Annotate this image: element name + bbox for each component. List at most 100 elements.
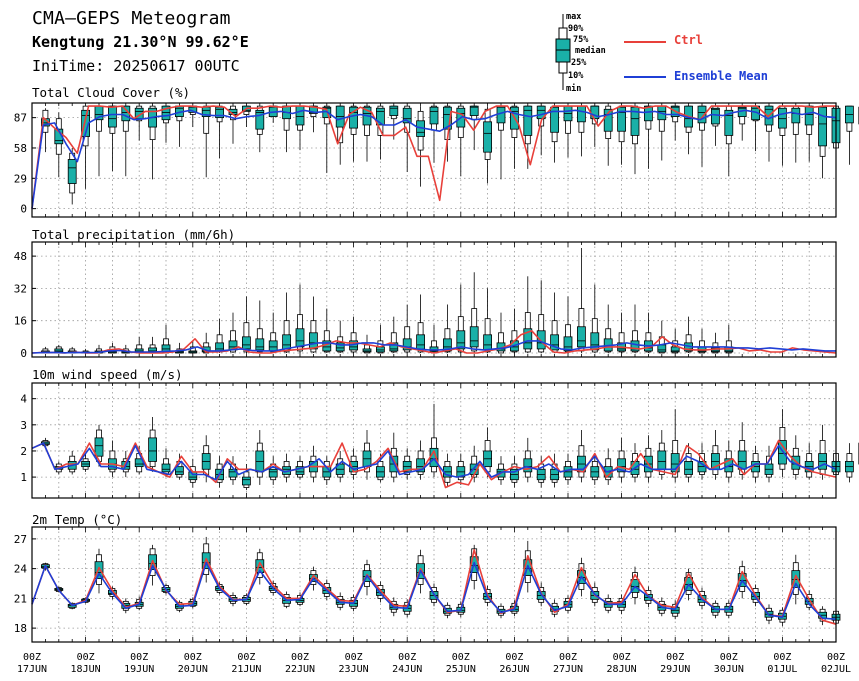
box-inner <box>442 106 452 130</box>
box-cloud <box>845 105 854 165</box>
box-inner <box>94 561 104 579</box>
box-precip <box>389 316 399 353</box>
box-inner <box>308 332 318 350</box>
box-cloud <box>108 105 117 171</box>
box-inner <box>657 344 667 353</box>
box-precip <box>563 296 573 353</box>
ctrl-line-cloud <box>31 105 836 209</box>
box-inner <box>469 326 479 348</box>
panel-title-wind: 10m wind speed (m/s) <box>32 367 183 382</box>
box-cloud <box>134 105 144 141</box>
box-precip <box>684 316 693 353</box>
box-wind <box>684 443 693 483</box>
box-inner <box>617 106 626 132</box>
ytick-label: 0 <box>20 347 27 360</box>
box-precip <box>148 336 158 354</box>
legend-max-label: max <box>566 12 582 22</box>
box-inner <box>295 466 305 475</box>
box-wind <box>416 440 426 480</box>
panel-frame-wind <box>31 382 837 499</box>
box-inner <box>362 348 372 353</box>
box-wind <box>469 445 479 483</box>
box-precip <box>577 248 586 353</box>
panel-title-precip: Total precipitation (mm/6h) <box>32 227 236 242</box>
box-inner <box>81 109 90 137</box>
legend-p75-label: 75% <box>573 35 589 45</box>
box-inner <box>402 107 412 124</box>
box-wind <box>670 409 680 483</box>
box-precip <box>469 272 479 353</box>
box-inner <box>603 108 613 132</box>
box-cloud <box>201 105 211 178</box>
box-inner <box>778 440 787 465</box>
box-wind <box>603 448 613 485</box>
box-cloud <box>322 105 332 174</box>
box-wind <box>644 435 653 483</box>
box-inner <box>255 559 265 574</box>
box-wind <box>108 440 117 478</box>
ytick-label: 48 <box>14 250 27 263</box>
panel-wind: 1 2 3 4 <box>20 382 859 499</box>
legend-p10-label: 10% <box>568 71 584 81</box>
box-inner <box>791 107 801 124</box>
box-wind <box>215 456 225 488</box>
box-precip <box>375 324 385 354</box>
box-inner <box>161 463 171 473</box>
xaxis-date-label: 27JUN <box>553 664 583 675</box>
box-cloud <box>402 105 412 173</box>
box-cloud <box>724 105 734 177</box>
panel-cloud: 0 29 58 87 <box>14 102 859 218</box>
box-cloud <box>711 105 720 146</box>
xaxis-hour-label: 00Z <box>291 652 309 663</box>
box-inner <box>523 328 533 350</box>
xaxis-date-label: 20JUN <box>178 664 208 675</box>
init-time-label: IniTime: 20250617 00UTC <box>32 57 240 75</box>
box-inner <box>268 340 278 352</box>
box-inner <box>389 105 399 116</box>
ctrl-line-precip <box>31 329 837 354</box>
box-wind <box>161 448 171 478</box>
box-wind <box>255 430 265 485</box>
xaxis-date-label: 21JUN <box>231 664 261 675</box>
box-wind <box>362 430 372 480</box>
panel-frame-cloud <box>31 102 837 218</box>
box-cloud <box>496 105 506 180</box>
box-precip <box>188 340 198 354</box>
box-inner <box>416 334 426 350</box>
panel-frame-temp <box>31 526 837 643</box>
box-inner <box>335 342 345 352</box>
xaxis-date-label: 26JUN <box>499 664 529 675</box>
ytick-label: 4 <box>20 393 27 406</box>
box-inner <box>563 336 573 352</box>
box-inner <box>536 105 546 120</box>
xaxis-hour-label: 00Z <box>452 652 470 663</box>
xaxis-date-label: 24JUN <box>392 664 422 675</box>
box-cloud <box>550 105 559 163</box>
xaxis-hour-label: 00Z <box>559 652 577 663</box>
box-precip <box>228 312 238 353</box>
box-temp <box>630 566 640 605</box>
box-inner <box>282 334 292 350</box>
page-title: CMA—GEPS Meteogram <box>32 8 231 29</box>
box-cloud <box>255 105 265 153</box>
ytick-label: 27 <box>14 533 27 546</box>
box-cloud <box>684 105 693 155</box>
box-wind <box>67 450 77 475</box>
box-inner <box>697 105 707 124</box>
box-wind <box>577 430 586 483</box>
box-cloud <box>268 105 278 123</box>
box-inner <box>670 346 680 353</box>
box-inner <box>67 159 77 184</box>
xaxis-date-label: 19JUN <box>124 664 154 675</box>
box-wind <box>228 456 238 485</box>
box-inner <box>375 107 385 126</box>
box-precip <box>282 292 292 353</box>
ctrl-line-wind <box>31 439 837 489</box>
box-precip <box>590 284 600 353</box>
box-wind <box>241 464 251 491</box>
ytick-label: 29 <box>14 172 27 185</box>
panel-title-temp: 2m Temp (°C) <box>32 512 123 527</box>
box-inner <box>148 437 158 462</box>
box-inner <box>483 334 493 351</box>
